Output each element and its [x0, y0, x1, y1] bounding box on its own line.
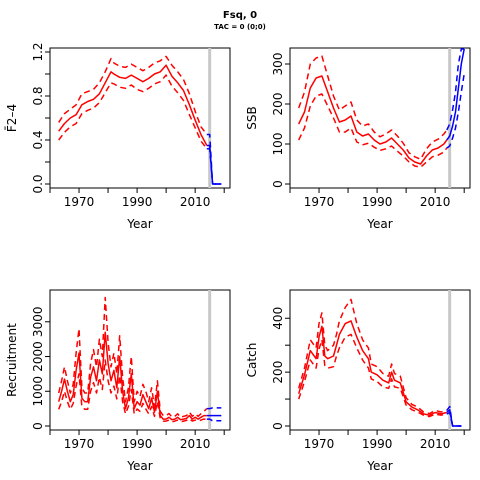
panel-3: 1970 1990 2010 0 1000 2000 3000 Year Recruitment	[5, 289, 231, 473]
panel-4: 1970 1990 2010 0 200 400 Year Catch	[245, 289, 471, 473]
series-lower-line	[298, 93, 448, 168]
forecast-estimate-line	[206, 144, 222, 185]
y-tick-label: 200	[271, 93, 285, 116]
y-axis-label: SSB	[245, 106, 259, 129]
y-tick-label: 1.2	[31, 42, 45, 61]
y-tick-label: 0.0	[31, 174, 45, 193]
forecast-lower-line	[446, 73, 465, 149]
x-tick-label: 1990	[122, 437, 153, 451]
x-tick-label: 1990	[122, 195, 153, 209]
x-tick-label: 2010	[420, 195, 451, 209]
y-tick-label: 400	[271, 307, 285, 330]
series-estimate-line	[298, 75, 448, 165]
forecast-lower-line	[206, 418, 222, 422]
series-lower-line	[58, 74, 208, 150]
series-upper-line	[57, 296, 208, 419]
panel-2: 1970 1990 2010 0 100 200 300 Year SSB	[245, 47, 471, 231]
x-tick-label: 1990	[362, 437, 393, 451]
panel-1: 1970 1990 2010 0.0 0.4 0.8 1.2 Year F̄2–4	[5, 42, 231, 231]
series-estimate-line	[57, 331, 207, 421]
series-lower-line	[297, 333, 447, 418]
chart-title: Fsq, 0	[222, 10, 258, 21]
x-tick-label: 1990	[362, 195, 393, 209]
series-estimate-line	[58, 64, 208, 146]
chart-subtitle: TAC = 0 (0;0)	[214, 23, 266, 31]
forecast-upper-line	[446, 48, 465, 131]
plot-frame	[289, 47, 471, 189]
plot-frame	[49, 289, 231, 431]
y-tick-label: 100	[271, 133, 285, 156]
y-axis-label: Recruitment	[5, 323, 19, 397]
series-upper-line	[58, 55, 208, 135]
x-tick-label: 1970	[304, 437, 335, 451]
x-tick-label: 1970	[64, 195, 95, 209]
forecast-estimate-line	[446, 48, 465, 141]
series-estimate-line	[297, 320, 447, 416]
y-tick-label: 1000	[31, 376, 45, 407]
y-tick-label: 0.4	[31, 130, 45, 149]
x-axis-label: Year	[126, 217, 152, 231]
y-tick-label: 2000	[31, 341, 45, 372]
forecast-estimate-line	[446, 409, 462, 427]
series-upper-line	[297, 298, 447, 415]
y-tick-label: 0	[271, 422, 285, 430]
series-lower-line	[57, 359, 207, 423]
x-tick-label: 2010	[180, 195, 211, 209]
y-tick-label: 300	[271, 53, 285, 76]
forecast-upper-line	[206, 407, 222, 410]
x-tick-label: 2010	[420, 437, 451, 451]
y-axis-label: Catch	[245, 343, 259, 378]
series-upper-line	[297, 55, 448, 160]
x-tick-label: 1970	[304, 195, 335, 209]
y-tick-label: 0	[271, 180, 285, 188]
x-axis-label: Year	[366, 217, 392, 231]
y-tick-label: 3000	[31, 307, 45, 338]
x-tick-label: 1970	[64, 437, 95, 451]
plot-frame	[289, 289, 471, 431]
x-tick-label: 2010	[180, 437, 211, 451]
x-axis-label: Year	[366, 459, 392, 473]
x-axis-label: Year	[126, 459, 152, 473]
y-tick-label: 200	[271, 361, 285, 384]
y-tick-label: 0	[31, 422, 45, 430]
y-axis-label: F̄2–4	[5, 104, 19, 132]
y-tick-label: 0.8	[31, 86, 45, 105]
